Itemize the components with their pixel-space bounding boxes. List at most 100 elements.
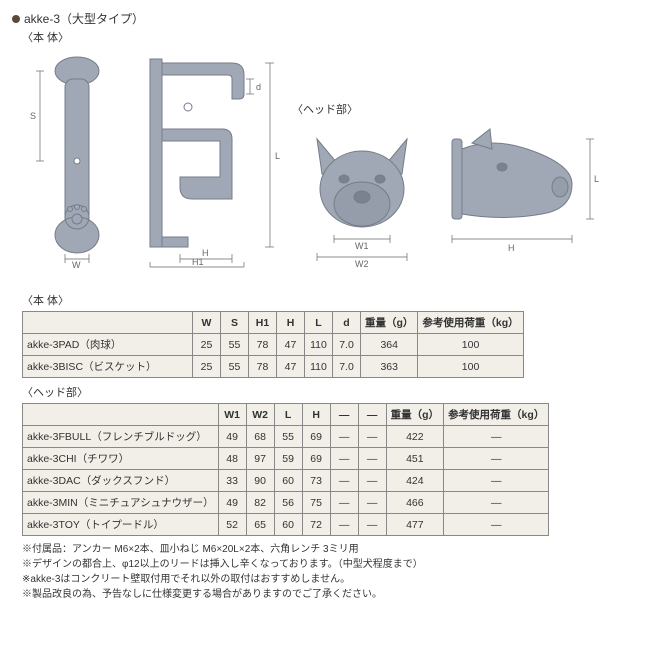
- cell-c6: —: [358, 470, 386, 492]
- head-section-label: 〈ヘッド部〉: [22, 384, 647, 400]
- cell-L: 55: [274, 426, 302, 448]
- col-W1: W1: [218, 404, 246, 426]
- cell-weight: 424: [386, 470, 443, 492]
- col-5: —: [330, 404, 358, 426]
- cell-W2: 65: [246, 514, 274, 536]
- cell-W1: 49: [218, 426, 246, 448]
- cell-W1: 52: [218, 514, 246, 536]
- cell-name: akke-3FBULL（フレンチブルドッグ）: [23, 426, 219, 448]
- cell-H: 69: [302, 426, 330, 448]
- cell-name: akke-3PAD（肉球）: [23, 334, 193, 356]
- col-weight: 重量（g）: [361, 312, 418, 334]
- table-row: akke-3FBULL（フレンチブルドッグ）49685569——422—: [23, 426, 549, 448]
- note-line: ※付属品：アンカー M6×2本、皿小ねじ M6×20L×2本、六角レンチ 3ミリ…: [22, 542, 647, 557]
- note-line: ※akke-3はコンクリート壁取付用でそれ以外の取付はおすすめしません。: [22, 572, 647, 587]
- cell-weight: 364: [361, 334, 418, 356]
- diagram-body-front: S W: [22, 49, 122, 272]
- table-header-row: W S H1 H L d 重量（g） 参考使用荷重（kg）: [23, 312, 524, 334]
- col-load: 参考使用荷重（kg）: [418, 312, 523, 334]
- cell-W: 25: [193, 334, 221, 356]
- cell-load: —: [444, 514, 549, 536]
- cell-d: 7.0: [333, 356, 361, 378]
- cell-c5: —: [330, 426, 358, 448]
- body-section-label: 〈本 体〉: [22, 292, 647, 308]
- cell-name: akke-3BISC（ビスケット）: [23, 356, 193, 378]
- cell-L: 60: [274, 514, 302, 536]
- cell-load: 100: [418, 334, 523, 356]
- cell-c6: —: [358, 426, 386, 448]
- cell-W2: 82: [246, 492, 274, 514]
- cell-L: 110: [305, 334, 333, 356]
- dim-S: S: [30, 111, 36, 121]
- col-H: H: [277, 312, 305, 334]
- dim-L2: L: [594, 174, 599, 184]
- cell-L: 56: [274, 492, 302, 514]
- dim-d: d: [256, 82, 261, 92]
- cell-weight: 422: [386, 426, 443, 448]
- product-title: akke-3（大型タイプ）: [24, 10, 144, 27]
- cell-W2: 90: [246, 470, 274, 492]
- col-L: L: [305, 312, 333, 334]
- diagram-head-front: 〈ヘッド部〉 W1: [292, 101, 432, 272]
- body-table: W S H1 H L d 重量（g） 参考使用荷重（kg） akke-3PAD（…: [22, 311, 524, 378]
- cell-W1: 48: [218, 448, 246, 470]
- cell-weight: 477: [386, 514, 443, 536]
- diagram-head-side: L H: [442, 119, 602, 272]
- table-row: akke-3DAC（ダックスフンド）33906073——424—: [23, 470, 549, 492]
- dim-W2: W2: [355, 259, 369, 269]
- title-row: akke-3（大型タイプ）: [12, 10, 647, 27]
- cell-H: 69: [302, 448, 330, 470]
- cell-c5: —: [330, 514, 358, 536]
- cell-L: 59: [274, 448, 302, 470]
- cell-H1: 78: [249, 356, 277, 378]
- cell-c6: —: [358, 448, 386, 470]
- notes: ※付属品：アンカー M6×2本、皿小ねじ M6×20L×2本、六角レンチ 3ミリ…: [22, 542, 647, 602]
- table-row: akke-3TOY（トイプードル）52656072——477—: [23, 514, 549, 536]
- cell-weight: 466: [386, 492, 443, 514]
- cell-name: akke-3MIN（ミニチュアシュナウザー）: [23, 492, 219, 514]
- note-line: ※製品改良の為、予告なしに仕様変更する場合がありますのでご了承ください。: [22, 587, 647, 602]
- col-name: [23, 312, 193, 334]
- cell-H: 75: [302, 492, 330, 514]
- col-d: d: [333, 312, 361, 334]
- dim-H1: H1: [192, 257, 204, 267]
- cell-S: 55: [221, 356, 249, 378]
- cell-H: 73: [302, 470, 330, 492]
- head-label-top: 〈ヘッド部〉: [292, 101, 432, 117]
- diagram-body-side: d L H H1: [132, 49, 282, 272]
- dim-W: W: [72, 260, 81, 269]
- cell-load: —: [444, 448, 549, 470]
- cell-load: 100: [418, 356, 523, 378]
- col-H: H: [302, 404, 330, 426]
- cell-W1: 49: [218, 492, 246, 514]
- table-header-row: W1 W2 L H — — 重量（g） 参考使用荷重（kg）: [23, 404, 549, 426]
- col-name: [23, 404, 219, 426]
- cell-load: —: [444, 426, 549, 448]
- diagrams-panel: S W d: [22, 49, 647, 272]
- cell-H: 72: [302, 514, 330, 536]
- col-load: 参考使用荷重（kg）: [444, 404, 549, 426]
- cell-weight: 363: [361, 356, 418, 378]
- cell-name: akke-3DAC（ダックスフンド）: [23, 470, 219, 492]
- head-table: W1 W2 L H — — 重量（g） 参考使用荷重（kg） akke-3FBU…: [22, 403, 549, 536]
- cell-name: akke-3TOY（トイプードル）: [23, 514, 219, 536]
- cell-H1: 78: [249, 334, 277, 356]
- cell-S: 55: [221, 334, 249, 356]
- table-row: akke-3BISC（ビスケット）255578471107.0363100: [23, 356, 524, 378]
- cell-W: 25: [193, 356, 221, 378]
- dim-H2: H: [508, 243, 515, 253]
- cell-W2: 97: [246, 448, 274, 470]
- cell-c5: —: [330, 448, 358, 470]
- cell-L: 110: [305, 356, 333, 378]
- col-S: S: [221, 312, 249, 334]
- col-6: —: [358, 404, 386, 426]
- table-row: akke-3PAD（肉球）255578471107.0364100: [23, 334, 524, 356]
- cell-c6: —: [358, 492, 386, 514]
- cell-W2: 68: [246, 426, 274, 448]
- cell-weight: 451: [386, 448, 443, 470]
- cell-load: —: [444, 470, 549, 492]
- cell-c5: —: [330, 492, 358, 514]
- cell-H: 47: [277, 356, 305, 378]
- table-row: akke-3CHI（チワワ）48975969——451—: [23, 448, 549, 470]
- col-weight: 重量（g）: [386, 404, 443, 426]
